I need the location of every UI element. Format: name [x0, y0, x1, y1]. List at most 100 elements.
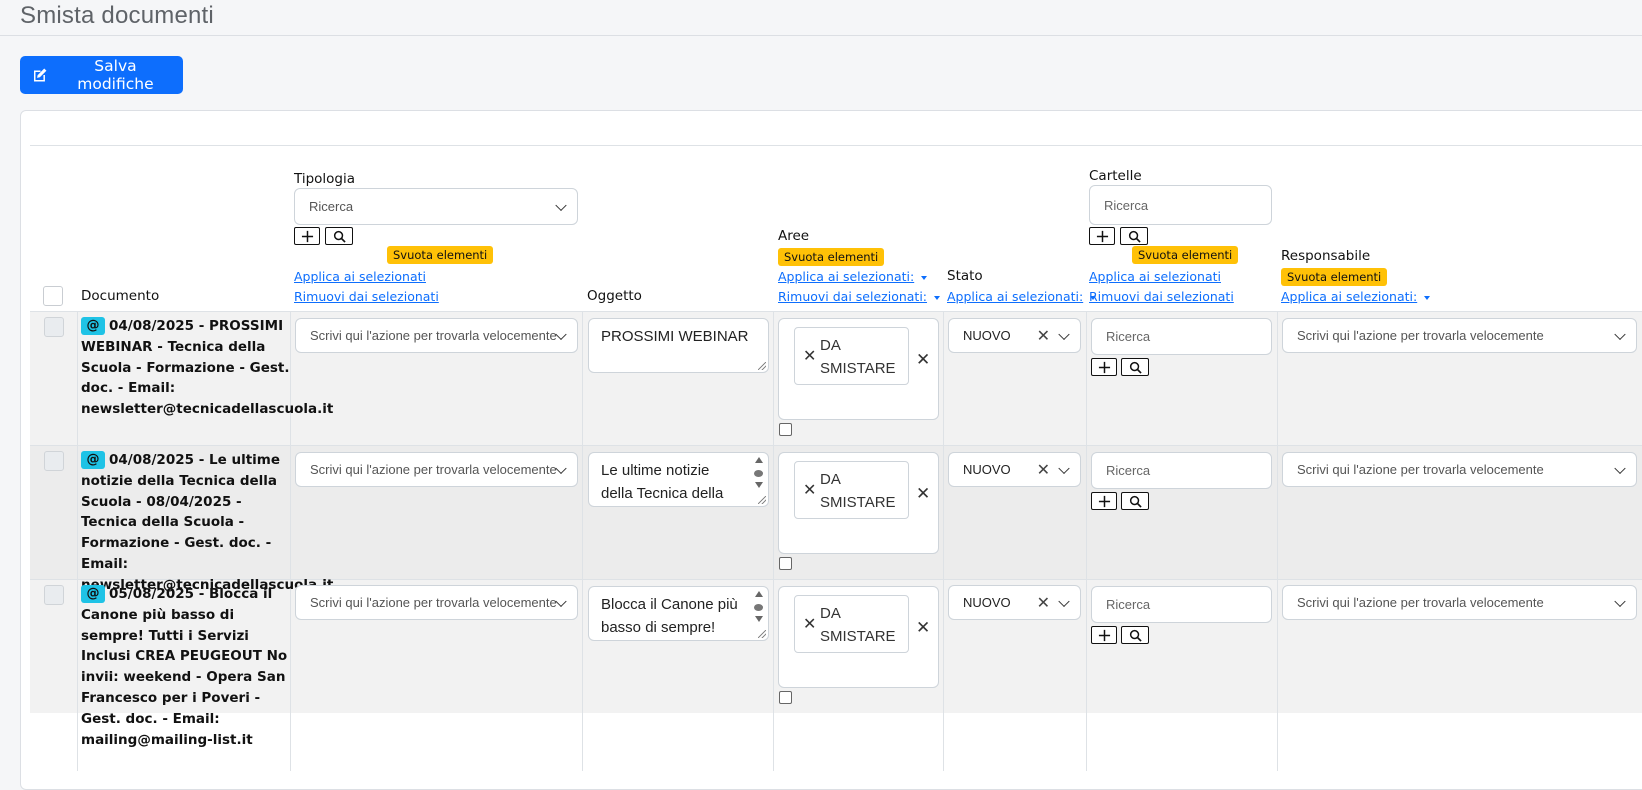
- plus-icon: [1098, 361, 1110, 373]
- resize-handle-icon[interactable]: [758, 630, 766, 638]
- stato-select[interactable]: NUOVO ✕: [948, 585, 1081, 620]
- responsabile-action-select[interactable]: Scrivi qui l'azione per trovarla velocem…: [1282, 318, 1637, 353]
- document-cell[interactable]: @04/08/2025 - PROSSIMI WEBINAR - Tecnica…: [81, 316, 333, 420]
- cartelle-empty-button[interactable]: Svuota elementi: [1132, 246, 1239, 264]
- responsabile-action-select[interactable]: Scrivi qui l'azione per trovarla velocem…: [1282, 585, 1637, 620]
- chevron-down-icon: [555, 199, 567, 211]
- tipologia-search-button[interactable]: [325, 227, 353, 245]
- cartelle-filter-placeholder: Ricerca: [1104, 197, 1149, 213]
- clear-icon[interactable]: ✕: [916, 350, 931, 369]
- tipologia-action-select[interactable]: Scrivi qui l'azione per trovarla velocem…: [295, 585, 578, 620]
- close-icon[interactable]: ✕: [1036, 594, 1050, 612]
- aree-checkbox[interactable]: [779, 691, 792, 704]
- cartelle-placeholder: Ricerca: [1106, 597, 1151, 612]
- search-icon: [333, 230, 346, 243]
- cartelle-input[interactable]: Ricerca: [1091, 318, 1272, 355]
- divider: [30, 145, 1642, 146]
- responsabile-apply-selected-dropdown[interactable]: Applica ai selezionati:: [1281, 289, 1431, 304]
- tipologia-add-button[interactable]: [294, 227, 320, 245]
- tipologia-action-select[interactable]: Scrivi qui l'azione per trovarla velocem…: [295, 318, 578, 353]
- page-title: Smista documenti: [20, 2, 214, 29]
- search-icon: [1129, 361, 1142, 374]
- cartelle-search-button[interactable]: [1121, 626, 1149, 644]
- tipologia-action-placeholder: Scrivi qui l'azione per trovarla velocem…: [310, 595, 557, 610]
- area-tag-label: DA SMISTARE: [820, 471, 896, 511]
- save-button-label: Salva modifiche: [77, 57, 154, 93]
- tipologia-remove-selected-link[interactable]: Rimuovi dai selezionati: [294, 289, 439, 304]
- aree-remove-selected-label: Rimuovi dai selezionati:: [778, 289, 928, 304]
- select-all-checkbox[interactable]: [43, 286, 63, 306]
- caret-down-icon: [934, 295, 941, 300]
- chevron-down-icon: [1058, 328, 1070, 340]
- tipologia-action-select[interactable]: Scrivi qui l'azione per trovarla velocem…: [295, 452, 578, 487]
- plus-icon: [1098, 629, 1110, 641]
- responsabile-action-select[interactable]: Scrivi qui l'azione per trovarla velocem…: [1282, 452, 1637, 487]
- aree-apply-selected-label: Applica ai selezionati:: [778, 269, 915, 284]
- cartelle-placeholder: Ricerca: [1106, 463, 1151, 478]
- remove-tag-icon[interactable]: ✕: [803, 482, 817, 499]
- stato-select[interactable]: NUOVO ✕: [948, 318, 1081, 353]
- cartelle-add-button[interactable]: [1091, 358, 1117, 376]
- aree-apply-selected-dropdown[interactable]: Applica ai selezionati:: [778, 269, 928, 284]
- tipologia-empty-button[interactable]: Svuota elementi: [387, 246, 494, 264]
- save-button[interactable]: Salva modifiche: [20, 56, 183, 94]
- remove-tag-icon[interactable]: ✕: [803, 348, 817, 365]
- cartelle-search-button[interactable]: [1120, 227, 1148, 245]
- aree-multiselect[interactable]: ✕ DA SMISTARE ✕: [778, 452, 939, 554]
- chevron-down-icon: [555, 595, 567, 607]
- close-icon[interactable]: ✕: [1036, 461, 1050, 479]
- close-icon[interactable]: ✕: [1036, 327, 1050, 345]
- cartelle-search-button[interactable]: [1121, 492, 1149, 510]
- cartelle-add-button[interactable]: [1089, 227, 1115, 245]
- cartelle-add-button[interactable]: [1091, 492, 1117, 510]
- aree-checkbox[interactable]: [779, 557, 792, 570]
- cartelle-input[interactable]: Ricerca: [1091, 586, 1272, 623]
- responsabile-action-placeholder: Scrivi qui l'azione per trovarla velocem…: [1297, 462, 1544, 477]
- oggetto-textarea[interactable]: PROSSIMI WEBINAR: [588, 318, 769, 373]
- cartelle-add-button[interactable]: [1091, 626, 1117, 644]
- aree-multiselect[interactable]: ✕ DA SMISTARE ✕: [778, 586, 939, 688]
- cartelle-remove-selected-link[interactable]: Rimuovi dai selezionati: [1089, 289, 1234, 304]
- cartelle-search-button[interactable]: [1121, 358, 1149, 376]
- stato-apply-selected-dropdown[interactable]: Applica ai selezionati:: [947, 289, 1097, 304]
- cartelle-filter-input[interactable]: Ricerca: [1089, 185, 1272, 225]
- cartelle-input[interactable]: Ricerca: [1091, 452, 1272, 489]
- row-select-checkbox[interactable]: [44, 451, 64, 471]
- chevron-down-icon: [555, 462, 567, 474]
- document-cell[interactable]: @05/08/2025 - Blocca il Canone più basso…: [81, 584, 296, 750]
- row-select-checkbox[interactable]: [44, 585, 64, 605]
- tipologia-apply-selected-link[interactable]: Applica ai selezionati: [294, 269, 426, 284]
- stato-select[interactable]: NUOVO ✕: [948, 452, 1081, 487]
- remove-tag-icon[interactable]: ✕: [803, 616, 817, 633]
- clear-icon[interactable]: ✕: [916, 618, 931, 637]
- column-divider: [582, 311, 583, 771]
- resize-handle-icon[interactable]: [758, 496, 766, 504]
- scrollbar[interactable]: [754, 591, 764, 633]
- row-select-checkbox[interactable]: [44, 317, 64, 337]
- responsabile-action-placeholder: Scrivi qui l'azione per trovarla velocem…: [1297, 595, 1544, 610]
- area-tag: ✕ DA SMISTARE: [794, 461, 909, 519]
- document-cell[interactable]: @04/08/2025 - Le ultime notizie della Te…: [81, 450, 333, 596]
- resize-handle-icon[interactable]: [758, 362, 766, 370]
- search-icon: [1129, 495, 1142, 508]
- caret-down-icon: [1424, 295, 1431, 300]
- clear-icon[interactable]: ✕: [916, 484, 931, 503]
- column-header-cartelle: Cartelle: [1089, 168, 1142, 184]
- cartelle-apply-selected-link[interactable]: Applica ai selezionati: [1089, 269, 1221, 284]
- tipologia-filter-select[interactable]: Ricerca: [294, 188, 578, 225]
- oggetto-text: Blocca il Canone più basso di sempre!: [601, 596, 738, 636]
- aree-remove-selected-dropdown[interactable]: Rimuovi dai selezionati:: [778, 289, 941, 304]
- oggetto-textarea[interactable]: Blocca il Canone più basso di sempre!: [588, 586, 769, 641]
- stato-apply-selected-label: Applica ai selezionati:: [947, 289, 1084, 304]
- responsabile-empty-button[interactable]: Svuota elementi: [1281, 268, 1388, 286]
- scrollbar[interactable]: [754, 457, 764, 499]
- column-header-documento: Documento: [81, 288, 160, 304]
- oggetto-textarea[interactable]: Le ultime notizie della Tecnica della: [588, 452, 769, 507]
- area-tag: ✕ DA SMISTARE: [794, 595, 909, 653]
- tipologia-action-placeholder: Scrivi qui l'azione per trovarla velocem…: [310, 328, 557, 343]
- aree-multiselect[interactable]: ✕ DA SMISTARE ✕: [778, 318, 939, 420]
- aree-checkbox[interactable]: [779, 423, 792, 436]
- chevron-down-icon: [1614, 595, 1626, 607]
- chevron-down-icon: [1058, 595, 1070, 607]
- aree-empty-button[interactable]: Svuota elementi: [778, 248, 885, 266]
